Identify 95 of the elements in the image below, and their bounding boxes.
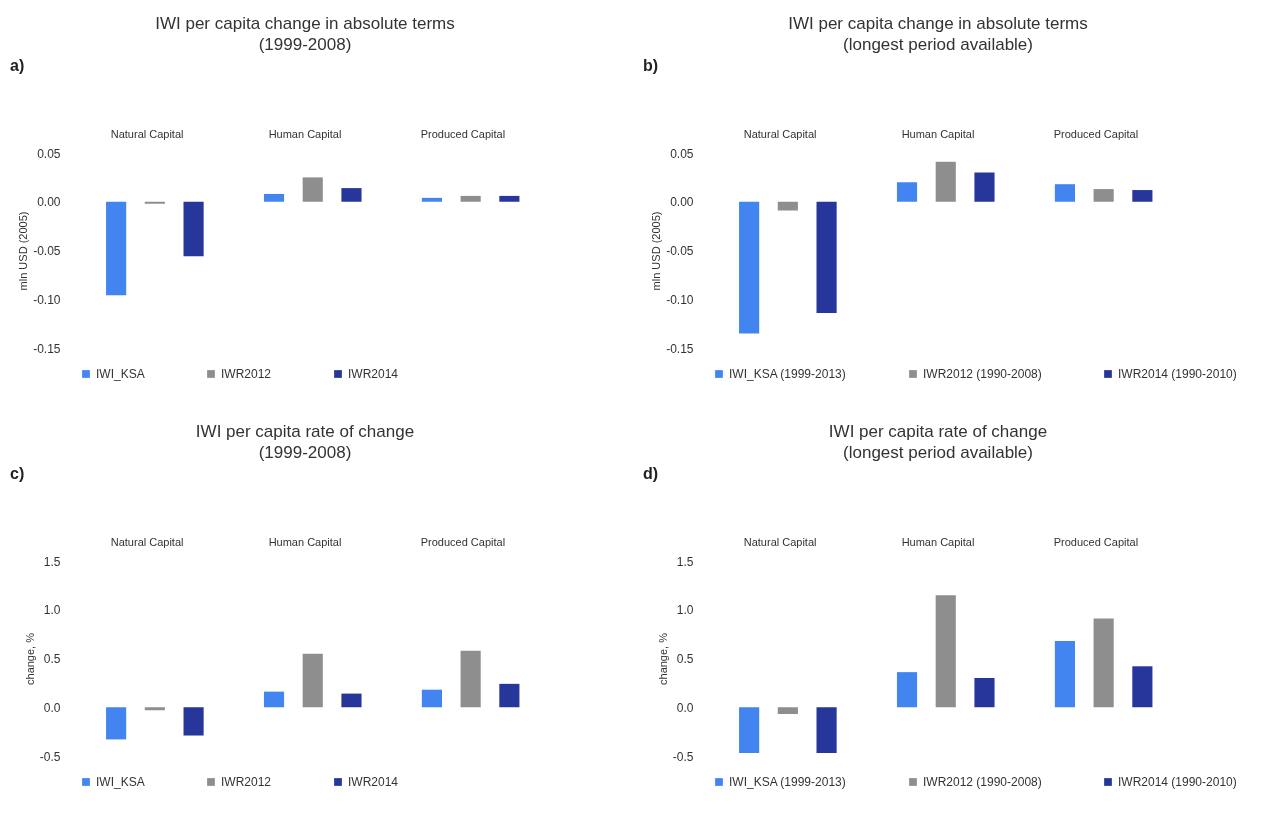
bar [974,172,995,202]
x-tick-label: Produced Capital [1053,535,1139,548]
chart-title: IWI per capita change in absolute terms [788,14,1088,33]
bar [106,201,127,296]
legend-label: IWI_KSA [96,775,145,789]
y-tick-label: -0.5 [39,749,61,764]
bar [460,650,481,708]
bar [499,683,520,708]
bar [739,707,760,754]
y-tick-label: -0.15 [33,341,61,356]
bar [106,707,127,740]
bar [1054,184,1075,202]
bar [777,201,798,211]
chart-subtitle: (longest period available) [843,443,1033,462]
legend-label: IWR2014 (1990-2010) [1118,367,1237,381]
chart-subtitle: (1999-2008) [258,443,352,462]
text: a) [10,57,25,74]
y-tick-label: 0.0 [676,700,694,715]
legend-label: IWI_KSA (1999-2013) [729,775,846,789]
bar [739,201,760,334]
x-tick-label: Human Capital [268,535,342,548]
y-tick-label: 1.0 [43,603,61,618]
bar [1093,189,1114,202]
bar [935,161,956,202]
chart-subtitle: (1999-2008) [258,35,352,54]
x-tick-label: Natural Capital [110,127,184,140]
text: b) [643,57,659,74]
y-tick-label: 0.00 [670,195,694,210]
y-tick-label: -0.15 [666,341,694,356]
y-tick-label: 1.0 [676,603,694,618]
chart-title: IWI per capita rate of change [828,422,1048,441]
bar [1093,618,1114,708]
text: c) [10,465,25,482]
y-tick-label: 0.00 [37,195,61,210]
bar [144,707,165,711]
x-tick-label: Produced Capital [420,535,506,548]
bar [183,201,204,257]
bar [1132,190,1153,202]
bar [816,707,837,754]
legend-label: IWR2012 [221,775,272,789]
y-tick-label: 0.0 [43,700,61,715]
bar [974,678,995,708]
legend-label: IWR2014 [348,775,399,789]
y-tick-label: -0.5 [672,749,694,764]
bar [421,197,442,202]
bar [499,195,520,202]
legend-label: IWI_KSA [96,367,145,381]
x-tick-label: Natural Capital [743,535,817,548]
x-tick-label: Produced Capital [420,127,506,140]
bar [1054,640,1075,708]
y-tick-label: 0.5 [43,652,61,666]
bar [460,195,481,202]
legend-label: IWR2014 (1990-2010) [1118,775,1237,789]
legend-label: IWR2012 (1990-2008) [923,367,1042,381]
bar [341,693,362,708]
bar [1132,666,1153,708]
legend-label: IWI_KSA (1999-2013) [729,367,846,381]
bar [896,182,918,202]
y-tick-label: -0.05 [666,244,694,258]
bar [341,188,362,202]
bar [816,201,837,313]
y-axis-title: mln USD (2005) [17,211,30,291]
chart-title: IWI per capita change in absolute terms [155,14,455,33]
y-tick-label: -0.10 [33,292,61,307]
bar [421,689,442,708]
bar [263,193,285,202]
y-tick-label: 1.5 [676,554,694,569]
legend-label: IWR2012 [221,367,272,381]
legend-label: IWR2012 (1990-2008) [923,775,1042,789]
y-axis-title: mln USD (2005) [650,211,663,291]
bar [302,653,323,708]
y-axis-title: change, % [23,632,36,685]
legend-label: IWR2014 [348,367,399,381]
y-tick-label: 0.05 [670,146,694,161]
x-tick-label: Natural Capital [743,127,817,140]
x-tick-label: Human Capital [268,127,342,140]
y-axis-title: change, % [656,632,669,685]
y-tick-label: 0.5 [676,652,694,666]
bar [896,672,918,708]
y-tick-label: -0.05 [33,244,61,258]
chart-subtitle: (longest period available) [843,35,1033,54]
bar [302,177,323,202]
x-tick-label: Human Capital [901,535,975,548]
y-tick-label: 1.5 [43,554,61,569]
x-tick-label: Natural Capital [110,535,184,548]
y-tick-label: -0.10 [666,292,694,307]
bar [935,595,956,708]
y-tick-label: 0.05 [37,146,61,161]
x-tick-label: Produced Capital [1053,127,1139,140]
chart-title: IWI per capita rate of change [195,422,415,441]
bar [777,707,798,715]
x-tick-label: Human Capital [901,127,975,140]
bar [263,691,285,708]
text: d) [643,465,659,482]
bar [183,707,204,736]
